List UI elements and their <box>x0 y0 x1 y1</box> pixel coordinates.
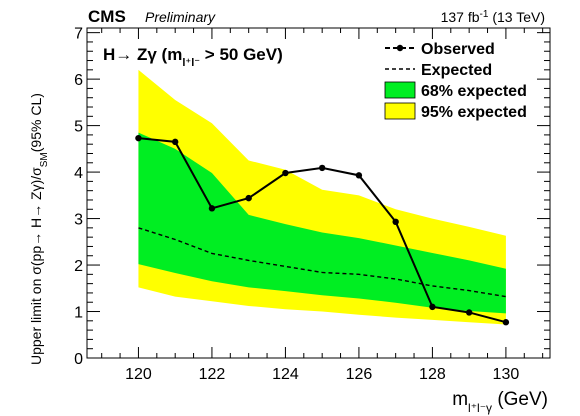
plot-frame <box>86 27 551 359</box>
legend-label: Expected <box>421 62 492 79</box>
observed-point <box>282 169 289 177</box>
68-expected-band <box>138 132 506 314</box>
x-tick-label: 122 <box>199 366 226 383</box>
expected-bands <box>138 69 506 325</box>
y-tick-label: 7 <box>74 26 83 43</box>
y-tick-label: 1 <box>74 305 83 322</box>
observed-point <box>465 309 473 316</box>
x-tick-label: 130 <box>493 366 520 383</box>
legend-label: 68% expected <box>421 83 527 100</box>
expected-line-group <box>138 227 507 298</box>
legend-band-swatch <box>384 102 416 120</box>
x-tick-label: 124 <box>272 366 299 383</box>
y-tick-label: 0 <box>74 351 83 368</box>
experiment-label: CMS <box>88 7 126 26</box>
observed-point <box>171 138 179 146</box>
observed-point <box>392 218 399 226</box>
lumi-label: 137 fb-1 (13 TeV) <box>441 9 545 26</box>
observed-point <box>355 172 363 179</box>
y-tick-label: 5 <box>74 119 83 136</box>
y-axis-title: Upper limit on σ(pp→ H→ Zγ)/σSM(95% CL) <box>28 93 50 365</box>
observed-point <box>429 303 436 311</box>
observed-point <box>318 164 326 172</box>
x-tick-label: 128 <box>419 366 446 383</box>
status-label: Preliminary <box>145 9 216 25</box>
expected-line <box>138 227 507 298</box>
x-tick-label: 120 <box>125 366 152 383</box>
legend-observed-marker <box>396 44 404 52</box>
plot-title: H→ Zγ (ml⁺l⁻ > 50 GeV) <box>103 45 283 69</box>
observed-point <box>208 205 216 212</box>
x-axis-title: ml⁺l⁻γ (GeV) <box>452 389 548 415</box>
legend: Observed Expected 68% expected 95% expected <box>384 41 527 121</box>
observed-point <box>245 194 252 202</box>
y-tick-label: 4 <box>74 165 83 182</box>
observed-point <box>135 134 142 142</box>
legend-band-swatch <box>384 81 416 99</box>
y-tick-label: 3 <box>74 212 83 229</box>
axes: 120 122 124 126 128 130 0 1 2 3 4 5 6 7 <box>74 26 551 383</box>
observed-line-group <box>135 134 510 326</box>
legend-label: Observed <box>421 41 495 58</box>
x-tick-label: 126 <box>346 366 373 383</box>
y-tick-label: 2 <box>74 258 83 275</box>
y-tick-label: 6 <box>74 72 83 89</box>
observed-point <box>502 319 510 326</box>
legend-label: 95% expected <box>421 104 527 121</box>
